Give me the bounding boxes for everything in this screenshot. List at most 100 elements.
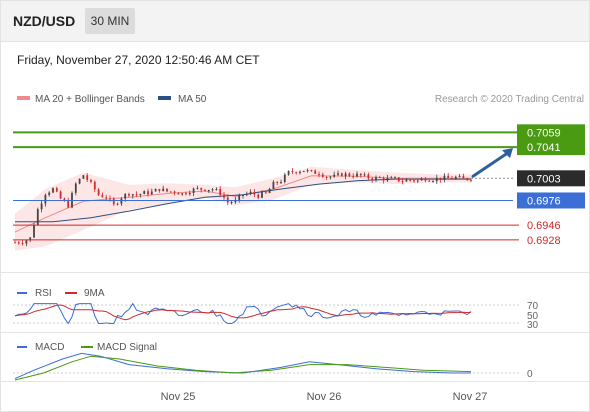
candle [25, 239, 28, 247]
candle [150, 188, 153, 196]
candle [367, 172, 370, 181]
candle [302, 170, 305, 172]
candle [276, 181, 279, 186]
candle [249, 189, 252, 196]
candle [177, 192, 180, 195]
level-label: 0.6928 [527, 235, 561, 247]
candle [261, 190, 263, 199]
candle [97, 187, 100, 196]
candle [378, 175, 381, 179]
candle [196, 185, 199, 190]
macd-signal-legend-label: MACD Signal [97, 342, 157, 353]
candle [314, 169, 317, 175]
candle [447, 172, 450, 179]
candle [78, 178, 81, 185]
candle [215, 187, 218, 191]
panel-divider-macd [1, 332, 589, 333]
x-tick-nov-26: Nov 26 [307, 391, 342, 403]
candle [192, 187, 195, 197]
candlestick-series [14, 167, 472, 247]
arrow-head [502, 148, 513, 159]
level-current: 0.7003 [471, 170, 585, 187]
ma50-legend-swatch [158, 96, 171, 100]
candle [325, 176, 328, 180]
candle [382, 176, 385, 184]
ma20-legend-label: MA 20 + Bollinger Bands [35, 94, 145, 105]
candle [154, 188, 157, 192]
candle [135, 191, 138, 197]
candle [158, 188, 161, 193]
candle [40, 200, 43, 213]
candle [21, 240, 24, 246]
candle [36, 207, 39, 226]
level-support: 0.6946 [13, 220, 561, 232]
ma20-legend-swatch [17, 96, 30, 100]
candle [185, 191, 187, 196]
rsi-tick-50: 50 [527, 311, 539, 322]
candle [413, 179, 415, 184]
level-support: 0.6928 [13, 235, 561, 247]
candle [238, 193, 241, 203]
candle [143, 190, 146, 195]
macd-panel: MACD MACD Signal 0 [13, 342, 533, 381]
candle [432, 180, 434, 183]
candle [329, 175, 332, 180]
candle [86, 173, 89, 183]
level-label: 0.6946 [527, 220, 561, 232]
level-label: 0.7041 [527, 142, 561, 154]
candle [93, 180, 96, 193]
candle [82, 174, 85, 179]
candle [48, 191, 51, 197]
price-panel: 0.7059 0.7041 0.7003 0.6976 0.6946 0.6928 [13, 124, 585, 251]
candle [230, 200, 233, 205]
candle [409, 179, 412, 182]
macd-signal-line [14, 355, 472, 381]
candle [253, 188, 256, 197]
candle [63, 197, 66, 202]
candle [435, 174, 438, 185]
ma50-legend-label: MA 50 [178, 94, 207, 105]
candle [200, 187, 203, 193]
candle [397, 177, 400, 183]
candle [356, 171, 358, 178]
candle [299, 170, 301, 175]
candle [71, 191, 73, 209]
candle [188, 190, 191, 196]
currency-pair: NZD/USD [13, 13, 76, 29]
candle [344, 171, 347, 180]
candle [67, 197, 70, 209]
candle [223, 191, 225, 200]
candle [112, 196, 115, 206]
candle [211, 188, 214, 192]
candle [147, 188, 149, 197]
candle [291, 167, 294, 175]
candle [394, 176, 396, 179]
candle [359, 173, 362, 178]
candle [74, 182, 77, 196]
candle [283, 172, 286, 184]
candle [204, 189, 206, 192]
candle [242, 194, 244, 199]
rsi-tick-70: 70 [527, 301, 539, 312]
timeframe-button[interactable]: 30 MIN [85, 8, 135, 34]
candle [352, 173, 355, 179]
candle [139, 193, 142, 198]
candle [245, 191, 248, 197]
candle [55, 186, 58, 193]
candle [424, 177, 427, 183]
candle [462, 173, 465, 179]
candle [337, 170, 339, 177]
ma50-line [15, 178, 471, 223]
candle [420, 177, 423, 181]
arrow-shaft [471, 150, 511, 178]
candle [390, 175, 393, 179]
x-tick-nov-27: Nov 27 [453, 391, 488, 403]
level-label: 0.7003 [527, 173, 561, 185]
candle [340, 172, 343, 177]
candle [454, 175, 457, 180]
candle [458, 174, 461, 178]
rsi-ma-legend-label: 9MA [84, 288, 105, 299]
candle [295, 171, 298, 175]
candle [120, 197, 123, 206]
candle [173, 190, 176, 196]
